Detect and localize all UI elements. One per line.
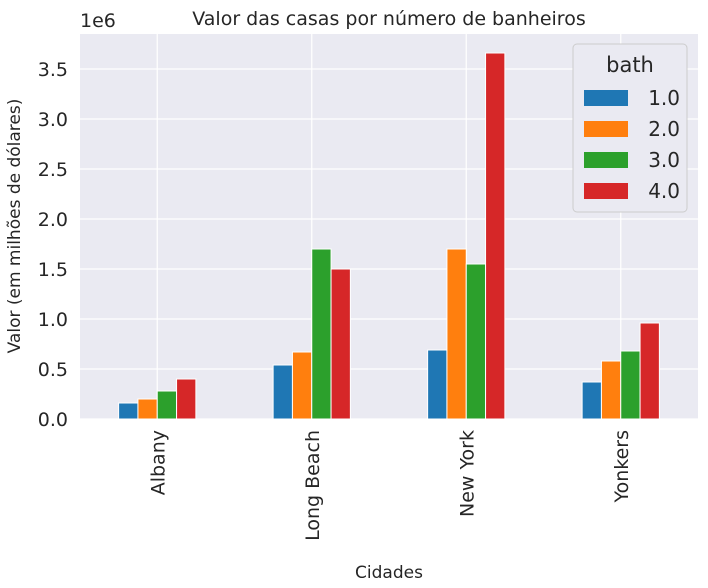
y-offset-label: 1e6 xyxy=(80,10,116,32)
bar xyxy=(465,263,487,420)
legend-items: 1.0 2.0 3.0 4.0 xyxy=(584,86,680,203)
y-tick-label: 0.0 xyxy=(38,409,68,431)
legend-label: 4.0 xyxy=(648,179,680,203)
bar xyxy=(639,322,660,420)
y-tick-label: 1.5 xyxy=(38,259,68,281)
bar xyxy=(427,349,448,420)
bar xyxy=(137,398,158,420)
x-axis-label: Cidades xyxy=(355,563,423,583)
bar xyxy=(176,378,197,420)
x-tick-label: Albany xyxy=(147,430,169,495)
y-tick-label: 1.0 xyxy=(38,309,68,331)
bars xyxy=(118,52,660,420)
y-tick-label: 2.5 xyxy=(38,159,68,181)
legend-swatch xyxy=(584,90,628,106)
bar xyxy=(118,402,139,420)
y-tick-label: 3.0 xyxy=(38,109,68,131)
legend-box xyxy=(572,43,688,213)
bar xyxy=(311,248,332,420)
bar xyxy=(330,268,351,420)
y-tick-label: 3.5 xyxy=(38,59,68,81)
bar xyxy=(485,52,506,420)
tick-labels: 0.0 0.5 1.0 1.5 2.0 2.5 3.0 3.5 Albany Long Beach… xyxy=(38,59,633,541)
x-tick-label: Yonkers xyxy=(611,430,633,503)
legend-swatch xyxy=(584,183,628,199)
bar xyxy=(156,390,178,420)
legend-label: 1.0 xyxy=(648,86,680,110)
y-tick-label: 2.0 xyxy=(38,209,68,231)
legend-swatch xyxy=(584,121,628,137)
legend: bath 1.0 2.0 3.0 4.0 xyxy=(572,43,688,213)
y-tick-label: 0.5 xyxy=(38,359,68,381)
bar xyxy=(620,350,641,420)
y-axis-label: Valor (em milhões de dólares) xyxy=(5,99,25,354)
x-tick-label: New York xyxy=(456,430,478,517)
bar xyxy=(272,364,293,420)
bar xyxy=(600,360,622,420)
chart-title: Valor das casas por número de banheiros xyxy=(192,8,585,30)
legend-label: 2.0 xyxy=(648,117,680,141)
bar xyxy=(581,381,602,420)
legend-label: 3.0 xyxy=(648,148,680,172)
bar xyxy=(291,351,313,420)
legend-title: bath xyxy=(606,53,654,77)
bar xyxy=(446,248,467,420)
x-tick-label: Long Beach xyxy=(302,430,324,541)
legend-swatch xyxy=(584,152,628,168)
